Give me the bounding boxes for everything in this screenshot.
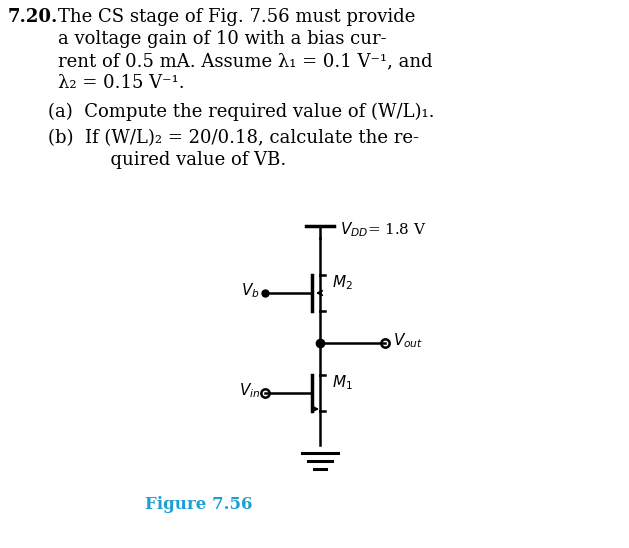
Text: $M_1$: $M_1$ — [332, 374, 353, 392]
Text: $V_b$: $V_b$ — [242, 282, 260, 300]
Text: Figure 7.56: Figure 7.56 — [145, 496, 252, 513]
Text: $V_{DD}$= 1.8 V: $V_{DD}$= 1.8 V — [340, 220, 427, 239]
Text: quired value of VB.: quired value of VB. — [76, 151, 286, 169]
Text: (b)  If (W/L)₂ = 20/0.18, calculate the re-: (b) If (W/L)₂ = 20/0.18, calculate the r… — [48, 129, 419, 147]
Text: $M_2$: $M_2$ — [332, 273, 353, 292]
Text: 7.20.: 7.20. — [8, 8, 58, 26]
Text: rent of 0.5 mA. Assume λ₁ = 0.1 V⁻¹, and: rent of 0.5 mA. Assume λ₁ = 0.1 V⁻¹, and — [58, 52, 433, 70]
Text: a voltage gain of 10 with a bias cur-: a voltage gain of 10 with a bias cur- — [58, 30, 387, 48]
Text: $V_{out}$: $V_{out}$ — [393, 332, 423, 350]
Text: The CS stage of Fig. 7.56 must provide: The CS stage of Fig. 7.56 must provide — [58, 8, 415, 26]
Text: λ₂ = 0.15 V⁻¹.: λ₂ = 0.15 V⁻¹. — [58, 74, 185, 92]
Text: $V_{in}$: $V_{in}$ — [238, 381, 260, 401]
Text: (a)  Compute the required value of (W/L)₁.: (a) Compute the required value of (W/L)₁… — [48, 102, 435, 121]
